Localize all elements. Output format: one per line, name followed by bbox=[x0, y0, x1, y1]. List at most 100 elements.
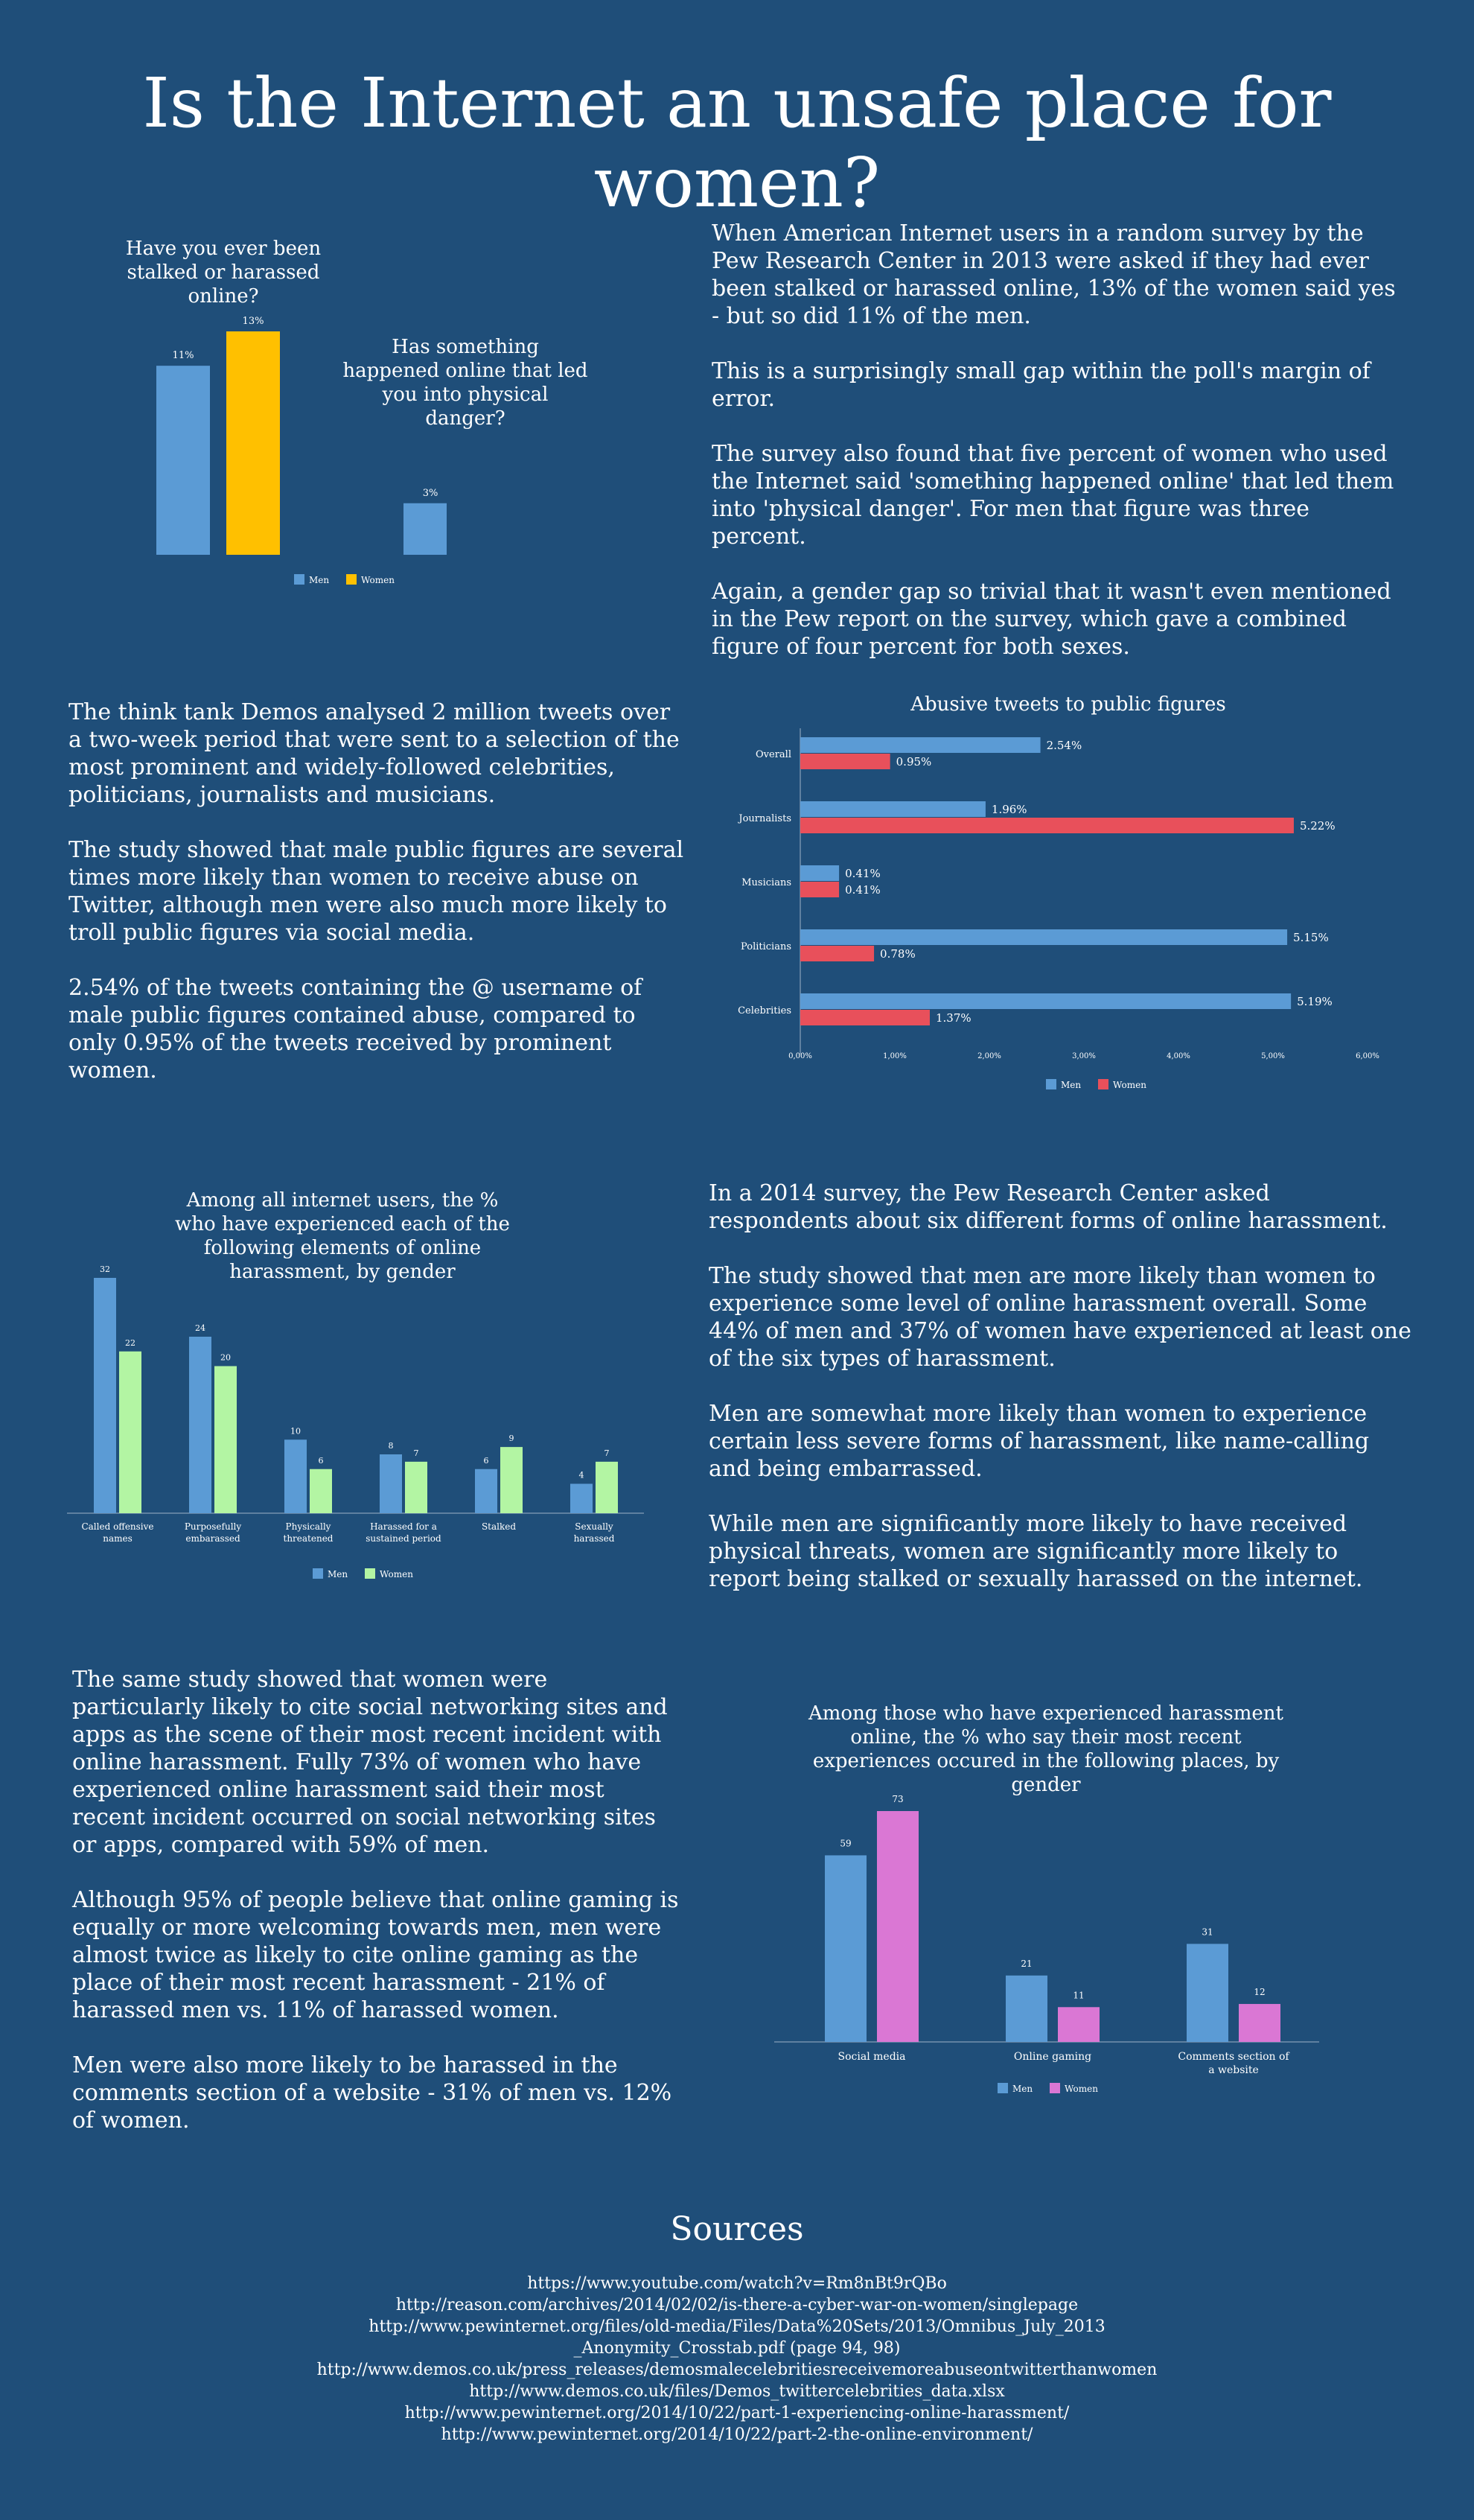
bar bbox=[1006, 1975, 1047, 2042]
bar bbox=[800, 865, 840, 881]
bar bbox=[475, 1469, 497, 1513]
category-label: Overall bbox=[756, 749, 791, 760]
data-label: 5.19% bbox=[1297, 995, 1333, 1008]
chart-abusive-tweets: Overall 2.54% 0.95% Journalists 1.96% 5.22% Mu… bbox=[737, 728, 1379, 1090]
paragraph: Although 95% of people believe that onli… bbox=[72, 1887, 679, 2023]
category-label: Stalked bbox=[482, 1521, 516, 1532]
section1-text: When American Internet users in a random… bbox=[712, 220, 1408, 688]
bar bbox=[405, 1461, 427, 1513]
page-title: Is the Internet an unsafe place for wome… bbox=[142, 63, 1332, 223]
bar bbox=[214, 1366, 237, 1513]
bar bbox=[800, 946, 875, 961]
source-line[interactable]: https://www.youtube.com/watch?v=Rm8nBt9r… bbox=[527, 2274, 947, 2293]
bar bbox=[500, 1447, 523, 1513]
paragraph: While men are significantly more likely … bbox=[709, 1511, 1363, 1592]
bar bbox=[380, 1454, 402, 1513]
legend-swatch bbox=[294, 574, 304, 585]
paragraph: Men were also more likely to be harassed… bbox=[72, 2052, 672, 2134]
paragraph: This is a surprisingly small gap within … bbox=[712, 358, 1371, 412]
legend-swatch bbox=[313, 1568, 323, 1579]
source-line[interactable]: _Anonymity_Crosstab.pdf (page 94, 98) bbox=[573, 2339, 901, 2358]
paragraph: The same study showed that women were pa… bbox=[72, 1667, 668, 1858]
data-label: 32 bbox=[100, 1264, 110, 1274]
data-label: 10 bbox=[290, 1426, 301, 1436]
legend-label: Men bbox=[1012, 2084, 1033, 2094]
paragraph: Men are somewhat more likely than women … bbox=[709, 1401, 1370, 1482]
category-label: sustained period bbox=[366, 1533, 441, 1544]
paragraph: When American Internet users in a random… bbox=[712, 220, 1396, 329]
data-label: 59 bbox=[840, 1838, 851, 1848]
sources-title: Sources bbox=[670, 2210, 804, 2248]
section4-text: The same study showed that women were pa… bbox=[72, 1666, 683, 2162]
data-label: 3% bbox=[423, 488, 438, 499]
bar bbox=[156, 366, 210, 555]
bar bbox=[1058, 2007, 1100, 2042]
source-line[interactable]: http://www.demos.co.uk/press_releases/de… bbox=[316, 2361, 1158, 2379]
bar bbox=[1187, 1944, 1228, 2042]
category-label: Called offensive bbox=[81, 1521, 153, 1532]
data-label: 11 bbox=[1073, 1990, 1084, 2000]
paragraph: In a 2014 survey, the Pew Research Cente… bbox=[709, 1180, 1388, 1234]
data-label: 0.95% bbox=[896, 755, 932, 769]
legend-swatch bbox=[1046, 1079, 1056, 1089]
category-label: harassed bbox=[574, 1533, 615, 1544]
legend-label: Women bbox=[361, 575, 395, 585]
data-label: 7 bbox=[604, 1448, 610, 1458]
bar bbox=[226, 331, 280, 555]
legend-label: Women bbox=[1113, 1080, 1146, 1090]
bar bbox=[800, 882, 840, 897]
x-tick-label: 0,00% bbox=[788, 1052, 812, 1060]
data-label: 13% bbox=[243, 316, 264, 327]
category-label: embarassed bbox=[185, 1533, 240, 1544]
paragraph: The think tank Demos analysed 2 million … bbox=[68, 699, 680, 808]
bar bbox=[800, 754, 890, 769]
bar bbox=[310, 1469, 332, 1513]
bar bbox=[877, 1811, 919, 2042]
x-tick-label: 5,00% bbox=[1261, 1052, 1285, 1060]
source-line[interactable]: http://www.pewinternet.org/files/old-med… bbox=[368, 2317, 1106, 2336]
bar bbox=[800, 818, 1294, 833]
legend-label: Men bbox=[1061, 1080, 1081, 1090]
legend-label: Men bbox=[309, 575, 329, 585]
chart-title-abusive-tweets: Abusive tweets to public figures bbox=[910, 693, 1226, 716]
bar bbox=[1239, 2004, 1280, 2042]
x-tick-label: 1,00% bbox=[883, 1052, 907, 1060]
bar bbox=[800, 929, 1288, 945]
legend-label: Women bbox=[1065, 2084, 1098, 2094]
category-label: Social media bbox=[838, 2051, 906, 2063]
bar bbox=[825, 1855, 867, 2042]
data-label: 1.37% bbox=[936, 1011, 972, 1025]
data-label: 8 bbox=[389, 1441, 394, 1451]
data-label: 7 bbox=[414, 1448, 419, 1458]
source-line[interactable]: http://reason.com/archives/2014/02/02/is… bbox=[395, 2296, 1079, 2314]
chart-title-stalked: Have you ever been stalked or harassed o… bbox=[125, 238, 322, 308]
section2-text: The think tank Demos analysed 2 million … bbox=[68, 699, 686, 1112]
category-label: Musicians bbox=[741, 877, 791, 888]
category-label: Comments section of bbox=[1178, 2051, 1290, 2063]
data-label: 22 bbox=[125, 1338, 135, 1348]
data-label: 6 bbox=[319, 1456, 324, 1466]
bar bbox=[403, 503, 447, 555]
data-label: 24 bbox=[195, 1323, 205, 1333]
x-tick-label: 6,00% bbox=[1356, 1052, 1379, 1060]
category-label: Purposefully bbox=[185, 1521, 242, 1532]
data-label: 1.96% bbox=[992, 803, 1027, 816]
legend-swatch bbox=[998, 2083, 1008, 2093]
category-label: threatened bbox=[284, 1533, 334, 1544]
bar bbox=[596, 1461, 618, 1513]
source-line[interactable]: http://www.pewinternet.org/2014/10/22/pa… bbox=[441, 2425, 1033, 2444]
source-line[interactable]: http://www.demos.co.uk/files/Demos_twitt… bbox=[469, 2382, 1005, 2401]
bar bbox=[800, 993, 1292, 1009]
paragraph: The study showed that male public figure… bbox=[68, 837, 684, 946]
legend-label: Men bbox=[328, 1569, 348, 1579]
category-label: Sexually bbox=[575, 1521, 613, 1532]
data-label: 0.41% bbox=[845, 883, 881, 897]
x-tick-label: 4,00% bbox=[1167, 1052, 1190, 1060]
bar bbox=[94, 1278, 116, 1513]
source-line[interactable]: http://www.pewinternet.org/2014/10/22/pa… bbox=[404, 2404, 1070, 2422]
bar bbox=[800, 801, 986, 817]
paragraph: 2.54% of the tweets containing the @ use… bbox=[68, 975, 642, 1084]
category-label: Journalists bbox=[737, 813, 791, 824]
